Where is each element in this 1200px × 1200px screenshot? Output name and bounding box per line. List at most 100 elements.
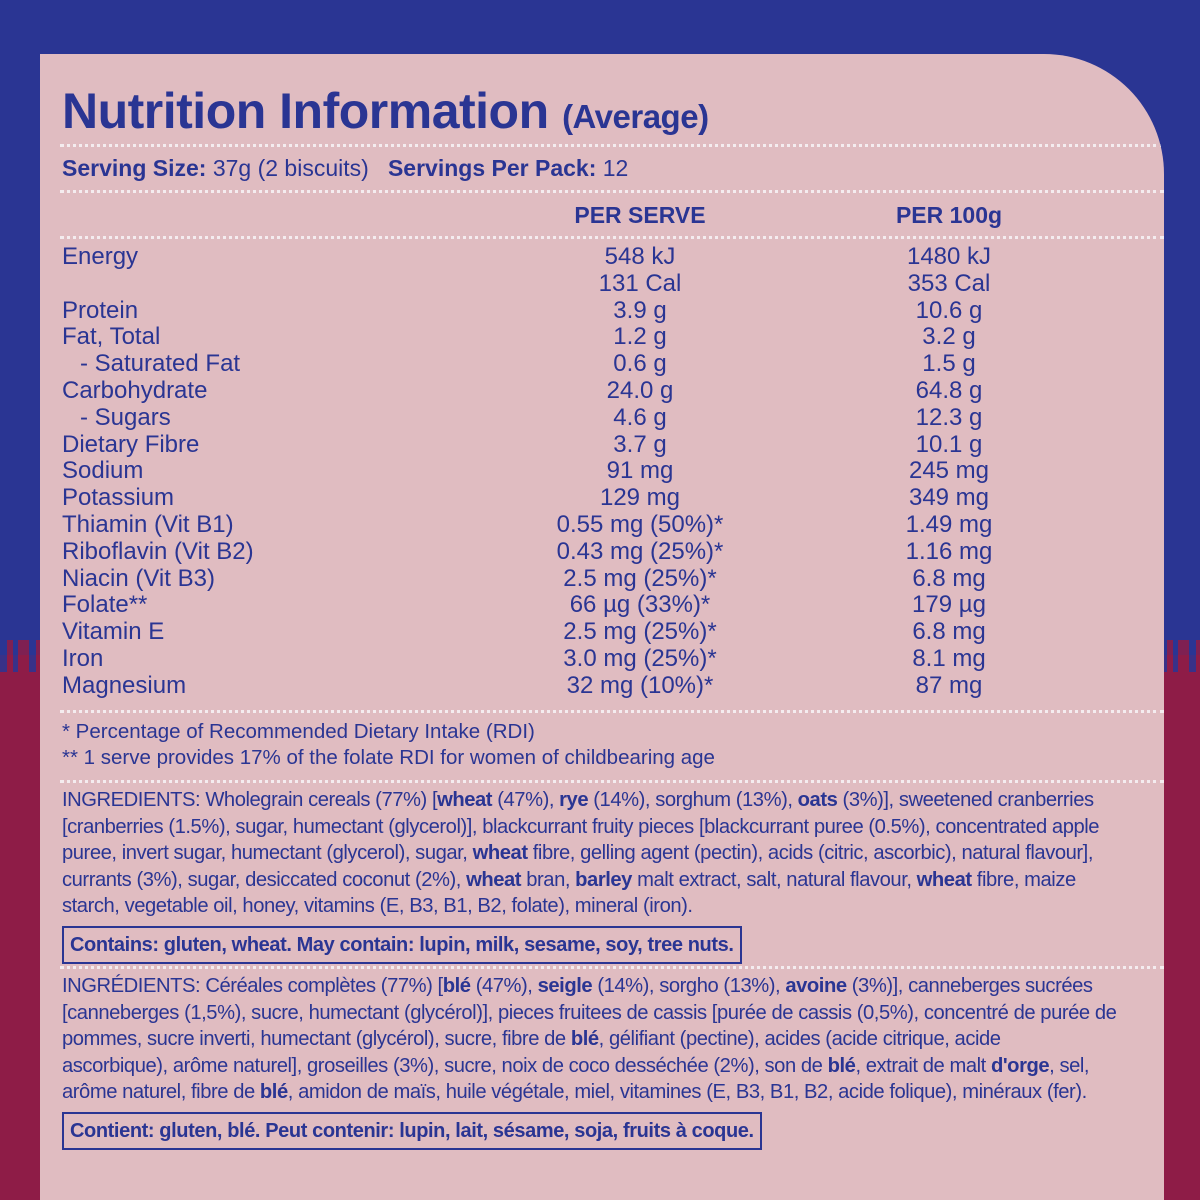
nutrition-row: Iron 3.0 mg (25%)* 8.1 mg <box>62 644 1142 673</box>
dotted-divider <box>60 190 1164 193</box>
nutrient-name: Carbohydrate <box>62 376 208 404</box>
page-title: Nutrition Information (Average) <box>62 82 709 140</box>
per-100g-value: 179 µg <box>912 591 986 619</box>
nutrition-row: Vitamin E 2.5 mg (25%)* 6.8 mg <box>62 618 1142 646</box>
ingredients-text: , amidon de maïs, huile végétale, miel, … <box>287 1081 1087 1104</box>
column-header-per-100g: PER 100g <box>895 202 1003 228</box>
nutrient-name: Protein <box>62 296 139 324</box>
per-100g-value: 3.2 g <box>922 323 976 351</box>
ingredients-text: ascorbique), arôme naturel], groseilles … <box>62 1054 828 1077</box>
nutrient-name: Dietary Fibre <box>62 430 200 458</box>
nutrient-name: Magnesium <box>62 671 187 699</box>
serving-info: Serving Size: 37g (2 biscuits) Servings … <box>62 155 628 182</box>
ingredients-text: INGRÉDIENTS: Céréales complètes (77%) [ <box>62 975 443 997</box>
nutrient-name: Folate** <box>62 591 148 619</box>
footnote-folate: ** 1 serve provides 17% of the folate RD… <box>62 746 715 769</box>
ingredients-line: arôme naturel, fibre de blé, amidon de m… <box>62 1079 1152 1106</box>
per-serve-value: 131 Cal <box>598 269 682 297</box>
nutrient-name: Thiamin (Vit B1) <box>62 510 234 538</box>
ingredients-text: currants (3%), sugar, desiccated coconut… <box>62 868 467 891</box>
allergen-highlight: wheat <box>437 789 493 811</box>
dotted-divider <box>60 144 1164 147</box>
allergen-highlight: barley <box>575 868 632 891</box>
serving-size-label: Serving Size: <box>62 155 207 181</box>
nutrient-name: Potassium <box>62 484 175 512</box>
per-100g-value: 10.6 g <box>915 296 983 324</box>
per-serve-value: 3.0 mg (25%)* <box>563 644 717 672</box>
ingredients-text: (47%), <box>470 975 538 997</box>
nutrient-name: - Saturated Fat <box>80 350 241 378</box>
nutrition-row: Potassium 129 mg 349 mg <box>62 484 1142 512</box>
ingredients-text: malt extract, salt, natural flavour, <box>631 868 917 891</box>
title-sub: (Average) <box>562 98 709 135</box>
allergen-highlight: avoine <box>785 975 847 997</box>
per-100g-value: 6.8 mg <box>912 618 986 646</box>
nutrition-row: 131 Cal 353 Cal <box>62 269 1142 298</box>
per-serve-value: 548 kJ <box>604 243 676 270</box>
ingredients-line: pommes, sucre inverti, humectant (glycér… <box>62 1026 1152 1053</box>
per-serve-value: 24.0 g <box>606 376 674 404</box>
nutrition-table: Energy 548 kJ 1480 kJ 131 Cal 353 Cal Protein… <box>62 243 1142 700</box>
per-100g-value: 87 mg <box>915 671 983 699</box>
ingredients-text: [cranberries (1.5%), sugar, humectant (g… <box>62 815 1100 838</box>
nutrition-row: Dietary Fibre 3.7 g 10.1 g <box>62 430 1142 459</box>
per-100g-value: 6.8 mg <box>912 564 986 592</box>
ingredients-line: ascorbique), arôme naturel], groseilles … <box>62 1053 1152 1080</box>
nutrition-panel: Nutrition Information (Average) Serving … <box>40 54 1164 1200</box>
nutrition-row: Thiamin (Vit B1) 0.55 mg (50%)* 1.49 mg <box>62 510 1142 539</box>
nutrition-row: Niacin (Vit B3) 2.5 mg (25%)* 6.8 mg <box>62 564 1142 593</box>
per-100g-value: 1.16 mg <box>905 537 993 565</box>
nutrition-row: Protein 3.9 g 10.6 g <box>62 296 1142 325</box>
nutrition-row: Fat, Total 1.2 g 3.2 g <box>62 324 1142 351</box>
allergen-highlight: oats <box>797 789 838 811</box>
dotted-divider <box>60 780 1164 783</box>
ingredients-text: puree, invert sugar, humectant (glycerol… <box>62 842 473 865</box>
per-100g-value: 245 mg <box>908 457 990 485</box>
ingredients-text: (14%), sorgho (13%), <box>592 975 786 997</box>
per-serve-value: 1.2 g <box>613 323 667 351</box>
nutrient-name: Riboflavin (Vit B2) <box>62 537 254 565</box>
ingredients-line: INGRÉDIENTS: Céréales complètes (77%) [b… <box>62 973 1152 1000</box>
allergen-highlight: d'orge <box>990 1054 1050 1077</box>
ingredients-text: INGREDIENTS: Wholegrain cereals (77%) [ <box>62 789 438 811</box>
nutrition-row: Riboflavin (Vit B2) 0.43 mg (25%)* 1.16 mg <box>62 537 1142 566</box>
per-serve-value: 2.5 mg (25%)* <box>563 618 717 646</box>
title-main: Nutrition Information <box>62 83 549 139</box>
servings-per-pack-value: 12 <box>602 155 629 181</box>
nutrient-name: Niacin (Vit B3) <box>62 564 215 592</box>
allergen-highlight: blé <box>442 975 471 997</box>
allergens-english: Contains: gluten, wheat. May contain: lu… <box>62 926 742 964</box>
per-100g-value: 1.5 g <box>922 350 976 378</box>
allergen-highlight: wheat <box>916 868 972 891</box>
serving-size-value: 37g (2 biscuits) <box>212 155 369 181</box>
ingredients-text: (3%)], sweetened cranberries <box>837 789 1095 811</box>
per-serve-value: 91 mg <box>606 457 674 485</box>
dotted-divider <box>60 966 1164 969</box>
per-100g-value: 349 mg <box>908 484 990 512</box>
per-serve-value: 3.9 g <box>613 296 667 324</box>
nutrient-name: Fat, Total <box>62 323 161 351</box>
ingredients-text: [canneberges (1,5%), sucre, humectant (g… <box>62 1001 1117 1024</box>
servings-per-pack-label: Servings Per Pack: <box>387 155 597 181</box>
ingredients-line: starch, vegetable oil, honey, vitamins (… <box>62 893 1152 920</box>
allergens-french: Contient: gluten, blé. Peut contenir: lu… <box>62 1112 762 1150</box>
ingredients-text: , extrait de malt <box>855 1054 991 1077</box>
ingredients-text: fibre, maize <box>971 868 1076 891</box>
nutrition-row: Magnesium 32 mg (10%)* 87 mg <box>62 671 1142 700</box>
nutrient-name: Vitamin E <box>62 618 165 646</box>
ingredients-text: , gélifiant (pectine), acides (acide cit… <box>598 1028 1001 1051</box>
allergen-highlight: wheat <box>472 842 528 865</box>
per-serve-value: 0.6 g <box>613 350 667 378</box>
nutrient-name: Iron <box>62 644 104 672</box>
ingredients-text: (14%), sorghum (13%), <box>588 789 798 811</box>
per-100g-value: 1480 kJ <box>906 243 992 270</box>
per-100g-value: 10.1 g <box>915 430 983 458</box>
allergen-highlight: blé <box>259 1081 288 1104</box>
allergen-highlight: blé <box>570 1028 599 1051</box>
per-serve-value: 32 mg (10%)* <box>566 671 714 699</box>
nutrition-row: Energy 548 kJ 1480 kJ <box>62 243 1142 271</box>
per-serve-value: 2.5 mg (25%)* <box>563 564 717 592</box>
ingredients-text: (3%)], canneberges sucrées <box>846 975 1093 997</box>
nutrient-name: Sodium <box>62 457 144 485</box>
ingredients-line: puree, invert sugar, humectant (glycerol… <box>62 840 1152 867</box>
